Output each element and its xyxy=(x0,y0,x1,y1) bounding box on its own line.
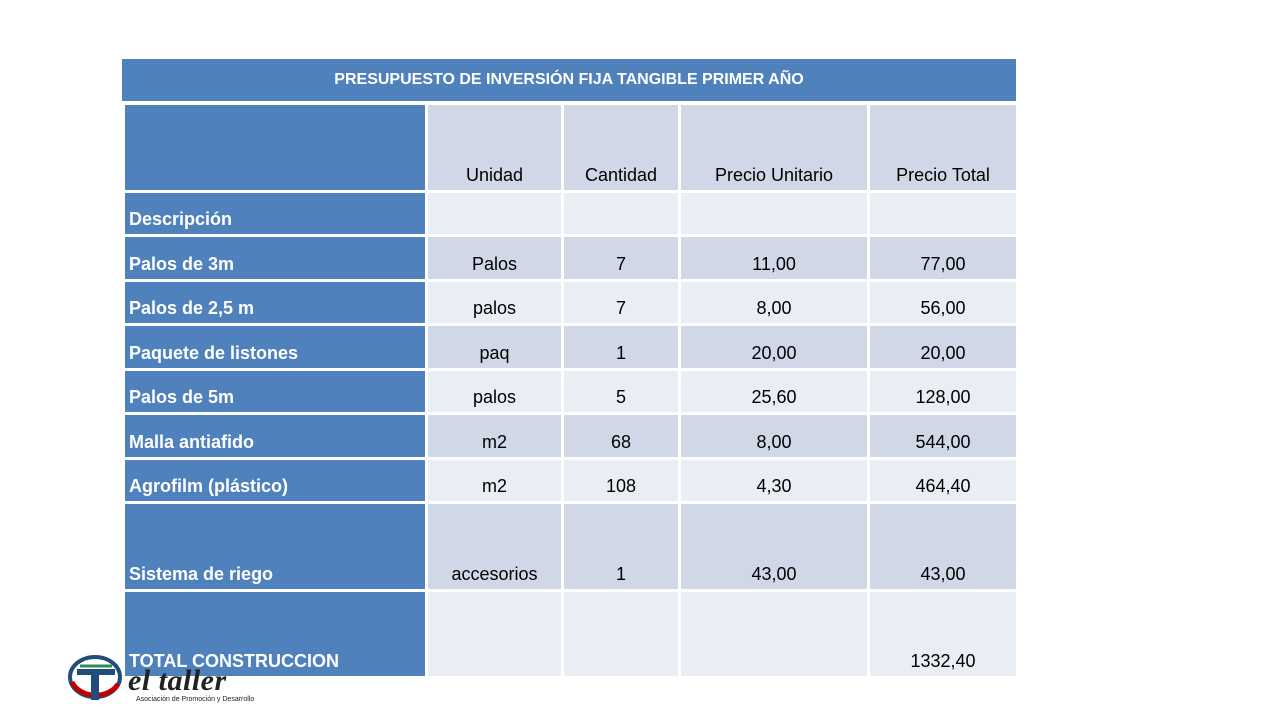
header-unit-price: Precio Unitario xyxy=(678,102,870,193)
table-row: Agrofilm (plástico) m2 108 4,30 464,40 xyxy=(122,457,1019,504)
row-total-price: 464,40 xyxy=(867,457,1019,504)
row-total-price: 43,00 xyxy=(867,501,1019,592)
header-corner-cell xyxy=(122,102,428,193)
empty-cell xyxy=(425,190,564,237)
row-unit: m2 xyxy=(425,412,564,460)
el-taller-emblem-icon xyxy=(68,655,122,700)
row-unit: palos xyxy=(425,368,564,415)
table-row: Palos de 3m Palos 7 11,00 77,00 xyxy=(122,234,1019,282)
total-label: TOTAL CONSTRUCCION xyxy=(122,589,428,679)
table-row: Palos de 5m palos 5 25,60 128,00 xyxy=(122,368,1019,415)
empty-cell xyxy=(678,589,870,679)
row-quantity: 68 xyxy=(561,412,681,460)
row-quantity: 5 xyxy=(561,368,681,415)
table-row: Sistema de riego accesorios 1 43,00 43,0… xyxy=(122,501,1019,592)
row-total-price: 56,00 xyxy=(867,279,1019,326)
row-total-price: 128,00 xyxy=(867,368,1019,415)
header-total-price: Precio Total xyxy=(867,102,1019,193)
row-description: Agrofilm (plástico) xyxy=(122,457,428,504)
table-row: Paquete de listones paq 1 20,00 20,00 xyxy=(122,323,1019,371)
table-row: Palos de 2,5 m palos 7 8,00 56,00 xyxy=(122,279,1019,326)
row-description: Palos de 2,5 m xyxy=(122,279,428,326)
row-unit: paq xyxy=(425,323,564,371)
row-description: Malla antiafido xyxy=(122,412,428,460)
description-label: Descripción xyxy=(122,190,428,237)
row-unit-price: 11,00 xyxy=(678,234,870,282)
logo-tagline: Asociación de Promoción y Desarrollo xyxy=(136,696,255,703)
header-unit: Unidad xyxy=(425,102,564,193)
row-unit: palos xyxy=(425,279,564,326)
empty-cell xyxy=(561,190,681,237)
row-total-price: 20,00 xyxy=(867,323,1019,371)
logo-name: el taller xyxy=(128,664,227,697)
header-quantity: Cantidad xyxy=(561,102,681,193)
row-unit-price: 20,00 xyxy=(678,323,870,371)
row-unit: accesorios xyxy=(425,501,564,592)
row-unit-price: 8,00 xyxy=(678,279,870,326)
total-row: TOTAL CONSTRUCCION 1332,40 xyxy=(122,589,1019,679)
row-description: Palos de 5m xyxy=(122,368,428,415)
row-quantity: 108 xyxy=(561,457,681,504)
table-title: PRESUPUESTO DE INVERSIÓN FIJA TANGIBLE P… xyxy=(122,59,1016,101)
row-quantity: 7 xyxy=(561,234,681,282)
row-description: Palos de 3m xyxy=(122,234,428,282)
row-unit-price: 43,00 xyxy=(678,501,870,592)
total-value: 1332,40 xyxy=(867,589,1019,679)
row-quantity: 1 xyxy=(561,323,681,371)
el-taller-logo: el taller Asociación de Promoción y Desa… xyxy=(68,652,268,704)
row-total-price: 77,00 xyxy=(867,234,1019,282)
description-label-row: Descripción xyxy=(122,190,1019,237)
empty-cell xyxy=(678,190,870,237)
row-unit: m2 xyxy=(425,457,564,504)
empty-cell xyxy=(867,190,1019,237)
row-quantity: 1 xyxy=(561,501,681,592)
header-row: Unidad Cantidad Precio Unitario Precio T… xyxy=(122,102,1019,193)
row-unit-price: 8,00 xyxy=(678,412,870,460)
row-unit: Palos xyxy=(425,234,564,282)
row-quantity: 7 xyxy=(561,279,681,326)
table-row: Malla antiafido m2 68 8,00 544,00 xyxy=(122,412,1019,460)
row-description: Paquete de listones xyxy=(122,323,428,371)
row-description: Sistema de riego xyxy=(122,501,428,592)
row-total-price: 544,00 xyxy=(867,412,1019,460)
row-unit-price: 25,60 xyxy=(678,368,870,415)
row-unit-price: 4,30 xyxy=(678,457,870,504)
empty-cell xyxy=(425,589,564,679)
empty-cell xyxy=(561,589,681,679)
budget-table: Unidad Cantidad Precio Unitario Precio T… xyxy=(122,102,1019,679)
